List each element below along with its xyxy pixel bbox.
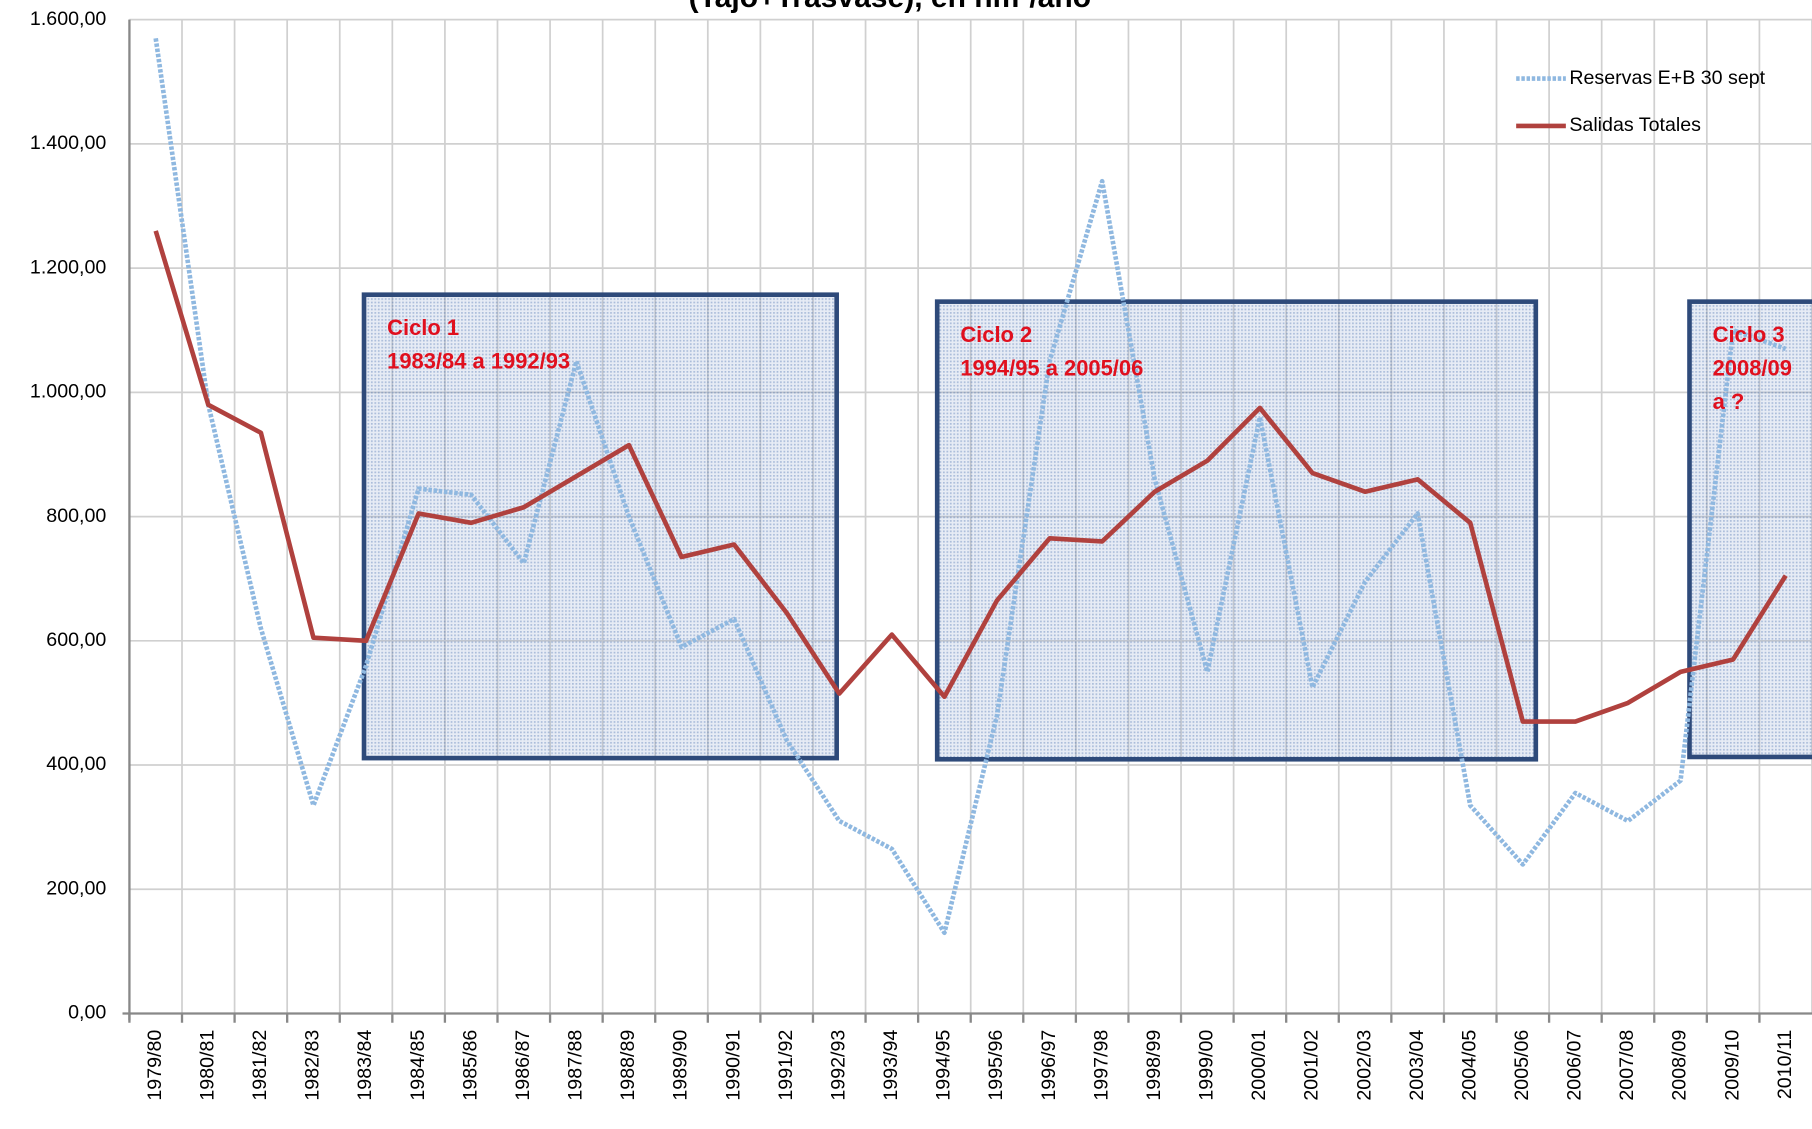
x-tick-label: 1996/97 bbox=[1038, 1030, 1060, 1101]
x-tick-label: 2008/09 bbox=[1669, 1030, 1691, 1101]
x-tick-label: 1982/83 bbox=[302, 1030, 324, 1101]
x-tick-label: 1985/86 bbox=[459, 1030, 481, 1101]
cycle-label: 2008/09 bbox=[1713, 356, 1792, 381]
x-tick-label: 1991/92 bbox=[775, 1030, 797, 1101]
x-tick-label: 1994/95 bbox=[933, 1030, 955, 1101]
y-tick-label: 600,00 bbox=[46, 629, 106, 651]
x-tick-label: 2001/02 bbox=[1301, 1030, 1323, 1101]
x-tick-label: 1989/90 bbox=[670, 1030, 692, 1101]
x-tick-label: 1993/94 bbox=[880, 1030, 902, 1101]
legend-label: Reservas E+B 30 sept bbox=[1569, 67, 1765, 89]
x-tick-label: 1983/84 bbox=[354, 1030, 376, 1101]
y-tick-label: 400,00 bbox=[46, 753, 106, 775]
line-1 bbox=[153, 230, 1788, 724]
x-tick-label: 1998/99 bbox=[1143, 1030, 1165, 1101]
cycle-label: Ciclo 3 bbox=[1713, 322, 1785, 347]
x-tick-label: 1987/88 bbox=[565, 1030, 587, 1101]
x-tick-label: 2003/04 bbox=[1406, 1030, 1428, 1101]
y-tick-label: 1.600,00 bbox=[30, 8, 106, 30]
x-tick-label: 2004/05 bbox=[1458, 1030, 1480, 1101]
y-tick-label: 200,00 bbox=[46, 877, 106, 899]
x-tick-label: 2005/06 bbox=[1511, 1030, 1533, 1101]
x-tick-label: 1988/89 bbox=[617, 1030, 639, 1101]
x-tick-label: 2007/08 bbox=[1616, 1030, 1638, 1101]
y-tick-label: 800,00 bbox=[46, 505, 106, 527]
cycle-box bbox=[934, 299, 1539, 762]
x-tick-label: 1997/98 bbox=[1090, 1030, 1112, 1101]
x-tick-label: 1999/00 bbox=[1196, 1030, 1218, 1101]
y-tick-label: 1.000,00 bbox=[30, 381, 106, 403]
x-tick-label: 2006/07 bbox=[1564, 1030, 1586, 1101]
y-tick-label: 1.200,00 bbox=[30, 256, 106, 278]
cycle-box bbox=[361, 292, 839, 761]
x-tick-label: 1990/91 bbox=[722, 1030, 744, 1101]
x-tick-label: 2000/01 bbox=[1248, 1030, 1270, 1101]
x-tick-label: 1986/87 bbox=[512, 1030, 534, 1101]
cycle-label: 1994/95 a 2005/06 bbox=[960, 356, 1143, 381]
x-tick-label: 2002/03 bbox=[1353, 1030, 1375, 1101]
y-tick-label: 1.400,00 bbox=[30, 132, 106, 154]
legend-label: Salidas Totales bbox=[1569, 114, 1701, 136]
x-tick-label: 1984/85 bbox=[407, 1030, 429, 1101]
x-tick-label: 2010/11 bbox=[1774, 1030, 1796, 1099]
cycle-label: Ciclo 1 bbox=[387, 315, 459, 340]
x-tick-label: 1979/80 bbox=[144, 1030, 166, 1101]
chart-title: (Tajo+Trasvase), en hm³/año bbox=[689, 0, 1091, 14]
x-tick-label: 2009/10 bbox=[1721, 1030, 1743, 1101]
cycle-label: 1983/84 a 1992/93 bbox=[387, 349, 570, 374]
x-tick-label: 1980/81 bbox=[196, 1030, 218, 1101]
cycle-label: Ciclo 2 bbox=[960, 322, 1032, 347]
cycle-label: a ? bbox=[1713, 389, 1745, 414]
y-tick-label: 0,00 bbox=[68, 1002, 106, 1024]
x-tick-label: 1992/93 bbox=[827, 1030, 849, 1101]
x-tick-label: 1995/96 bbox=[985, 1030, 1007, 1101]
x-tick-label: 1981/82 bbox=[249, 1030, 271, 1101]
